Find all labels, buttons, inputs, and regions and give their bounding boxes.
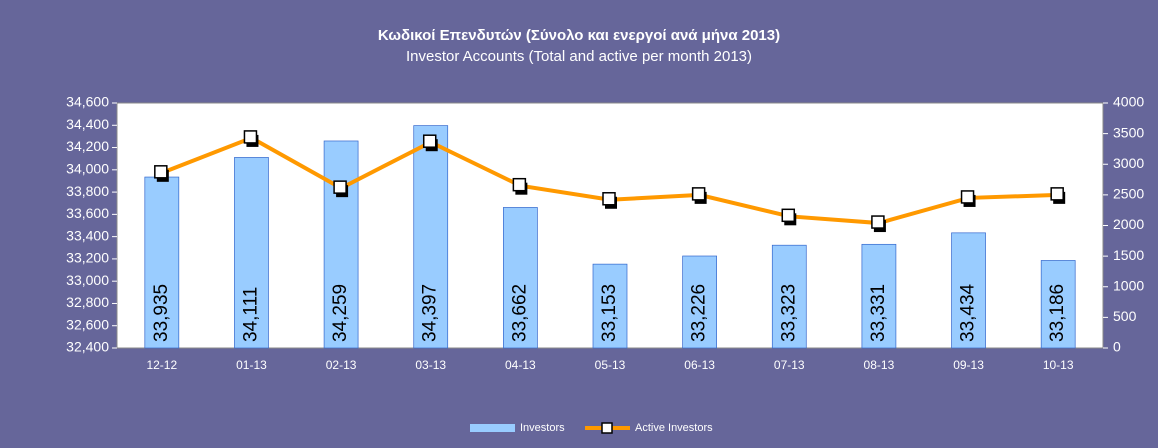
chart-subtitle: Investor Accounts (Total and active per … <box>406 48 752 65</box>
bar-value-label: 33,186 <box>1047 284 1068 342</box>
y-tick-label: 33,400 <box>66 227 109 243</box>
bar <box>1040 260 1076 349</box>
marker <box>1050 187 1064 201</box>
bar <box>323 140 359 349</box>
y-tick-label: 34,200 <box>66 138 109 154</box>
y2-tick-label: 4000 <box>1113 94 1144 110</box>
marker <box>691 187 706 201</box>
bar <box>951 232 986 349</box>
x-tick-label: 06-13 <box>684 358 715 372</box>
bar <box>592 263 628 349</box>
bar-value-label: 33,153 <box>599 284 620 342</box>
y2-tick-label: 3500 <box>1113 124 1144 140</box>
marker <box>333 180 347 194</box>
marker <box>602 192 616 206</box>
y2-tick-label: 2000 <box>1113 216 1144 232</box>
marker <box>512 177 527 192</box>
x-tick-label: 08-13 <box>864 358 895 372</box>
bar <box>771 244 807 349</box>
marker <box>243 130 258 144</box>
bar-value-label: 34,397 <box>420 284 441 342</box>
legend-swatch <box>470 424 515 432</box>
x-tick-label: 01-13 <box>236 358 267 372</box>
marker <box>154 165 168 179</box>
y2-tick-label: 0 <box>1113 339 1121 355</box>
x-tick-label: 10-13 <box>1043 358 1074 372</box>
bar-value-label: 33,323 <box>778 284 799 342</box>
y-tick-label: 33,200 <box>66 250 109 266</box>
marker <box>781 208 796 223</box>
y-tick-label: 33,600 <box>66 205 109 221</box>
x-tick-label: 04-13 <box>505 358 536 372</box>
y-tick-label: 33,000 <box>66 272 109 288</box>
y-tick-label: 32,400 <box>66 339 109 355</box>
y-tick-label: 34,400 <box>66 116 109 132</box>
y2-tick-label: 500 <box>1113 308 1137 324</box>
x-tick-label: 02-13 <box>326 358 357 372</box>
x-tick-label: 09-13 <box>953 358 984 372</box>
marker <box>871 215 885 229</box>
legend-label: Active Investors <box>635 422 713 434</box>
bar-value-label: 34,259 <box>330 284 351 342</box>
legend-marker <box>601 422 613 434</box>
bar <box>144 176 180 349</box>
bar-value-label: 33,226 <box>689 284 710 342</box>
chart-title: Κωδικοί Επενδυτών (Σύνολο και ενεργοί αν… <box>378 27 780 44</box>
bar-value-label: 33,935 <box>151 284 172 342</box>
legend-label: Investors <box>520 422 565 434</box>
marker <box>960 190 975 204</box>
bar-value-label: 33,662 <box>509 284 530 342</box>
bar <box>413 125 449 349</box>
marker <box>422 134 437 148</box>
y-tick-label: 32,800 <box>66 294 109 310</box>
y-tick-label: 34,600 <box>66 94 109 110</box>
y2-tick-label: 1500 <box>1113 247 1144 263</box>
y2-tick-label: 1000 <box>1113 277 1144 293</box>
y-tick-label: 32,600 <box>66 316 109 332</box>
y-tick-label: 33,800 <box>66 183 109 199</box>
bar-value-label: 33,434 <box>958 283 979 342</box>
bar <box>503 207 538 349</box>
bar <box>861 243 897 349</box>
y2-tick-label: 2500 <box>1113 186 1144 202</box>
bar-value-label: 34,111 <box>240 287 261 342</box>
y2-tick-label: 3000 <box>1113 155 1144 171</box>
x-tick-label: 12-12 <box>146 358 177 372</box>
x-tick-label: 05-13 <box>595 358 626 372</box>
bar <box>682 255 717 349</box>
bar <box>234 157 269 349</box>
y-tick-label: 34,000 <box>66 161 109 177</box>
x-tick-label: 07-13 <box>774 358 805 372</box>
x-tick-label: 03-13 <box>415 358 446 372</box>
bar-value-label: 33,331 <box>868 284 889 342</box>
